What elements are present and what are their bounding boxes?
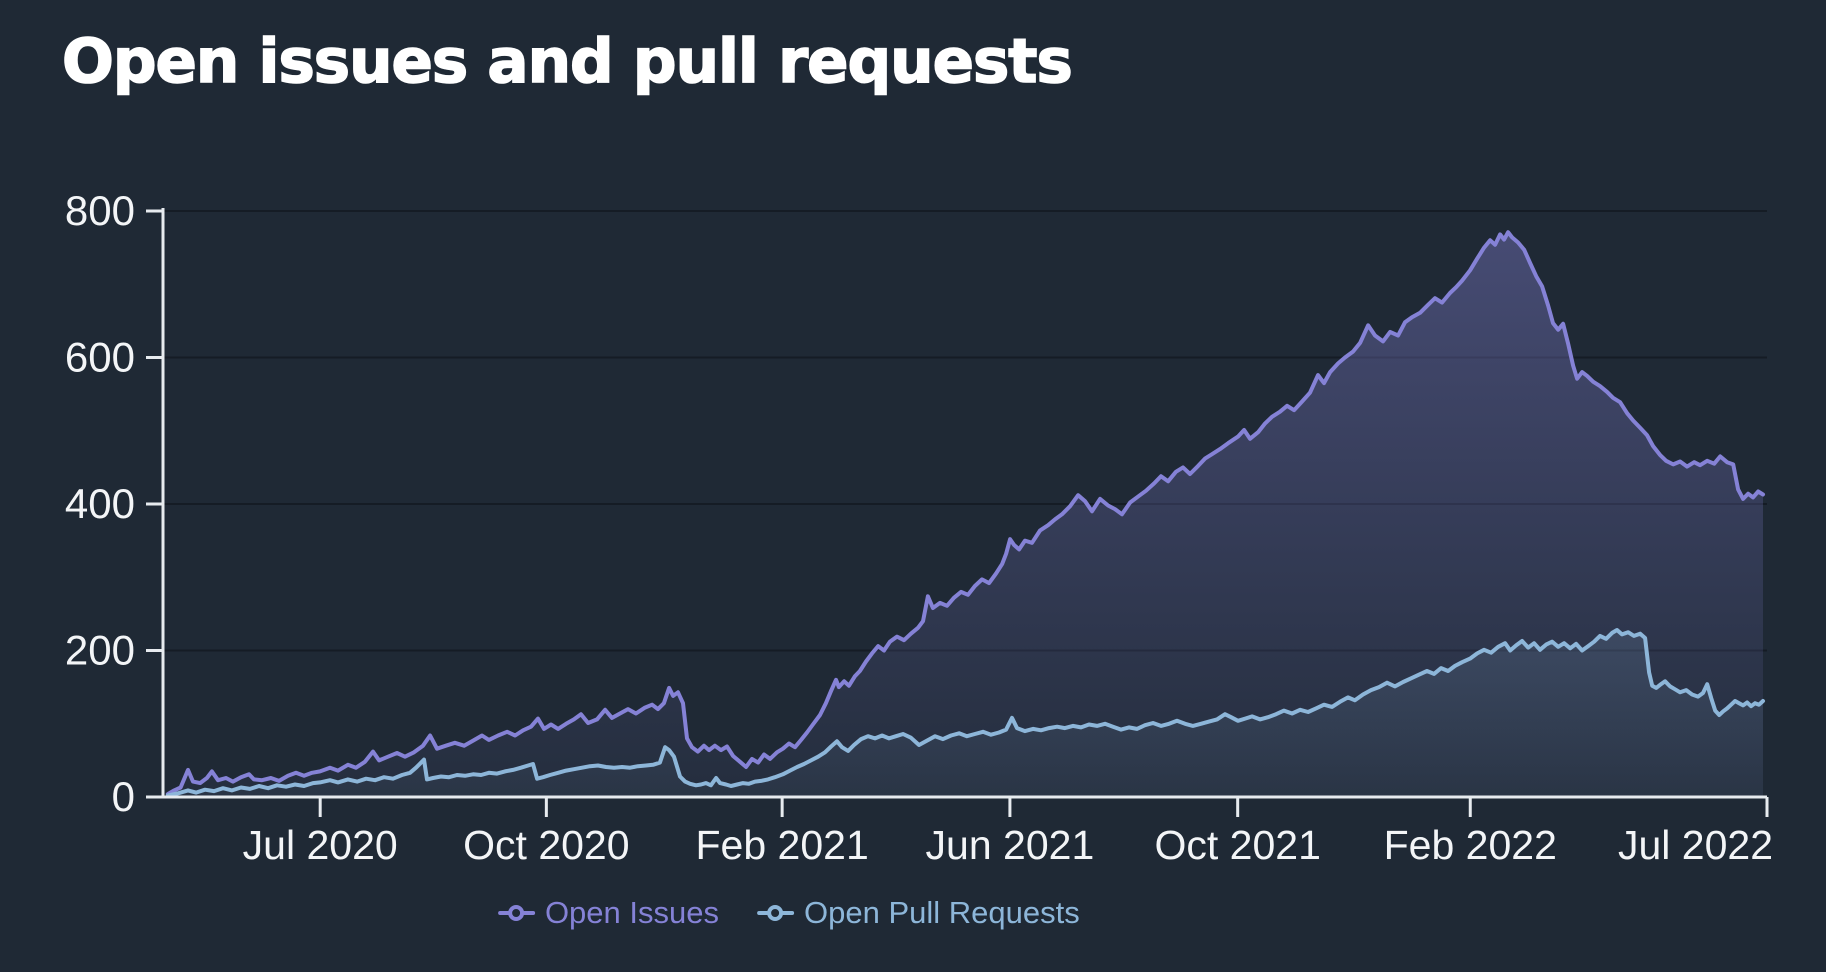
line-open-issues[interactable] bbox=[165, 230, 1765, 797]
area-open-pull-requests bbox=[167, 630, 1763, 797]
legend-item-open-issues[interactable]: Open Issues bbox=[497, 895, 719, 931]
y-tick-label: 600 bbox=[65, 334, 135, 381]
legend-label-open-pull-requests: Open Pull Requests bbox=[803, 895, 1080, 930]
y-tick-label: 0 bbox=[112, 773, 135, 820]
x-tick-label: Oct 2020 bbox=[463, 822, 629, 868]
x-tick-label: Oct 2021 bbox=[1154, 822, 1320, 868]
x-tick-label: Jul 2020 bbox=[243, 822, 398, 868]
y-tick-label: 200 bbox=[65, 627, 135, 674]
line-open-pull-requests[interactable] bbox=[165, 628, 1765, 798]
x-tick-label: Feb 2021 bbox=[696, 822, 869, 868]
legend-item-open-pull-requests[interactable]: Open Pull Requests bbox=[756, 895, 1080, 931]
page-title: Open issues and pull requests bbox=[61, 25, 1073, 98]
legend: Open Issues Open Pull Requests bbox=[497, 895, 1080, 931]
area-open-issues bbox=[167, 232, 1763, 797]
open-issues-legend-marker-icon bbox=[497, 904, 535, 922]
x-tick-label: Feb 2022 bbox=[1384, 822, 1557, 868]
legend-label-open-issues: Open Issues bbox=[544, 895, 719, 930]
x-tick-label: Jun 2021 bbox=[926, 822, 1095, 868]
x-tick-label: Jul 2022 bbox=[1618, 822, 1773, 868]
y-tick-label: 800 bbox=[65, 187, 135, 234]
open-pull-requests-legend-marker-icon bbox=[756, 904, 794, 922]
y-tick-label: 400 bbox=[65, 480, 135, 527]
